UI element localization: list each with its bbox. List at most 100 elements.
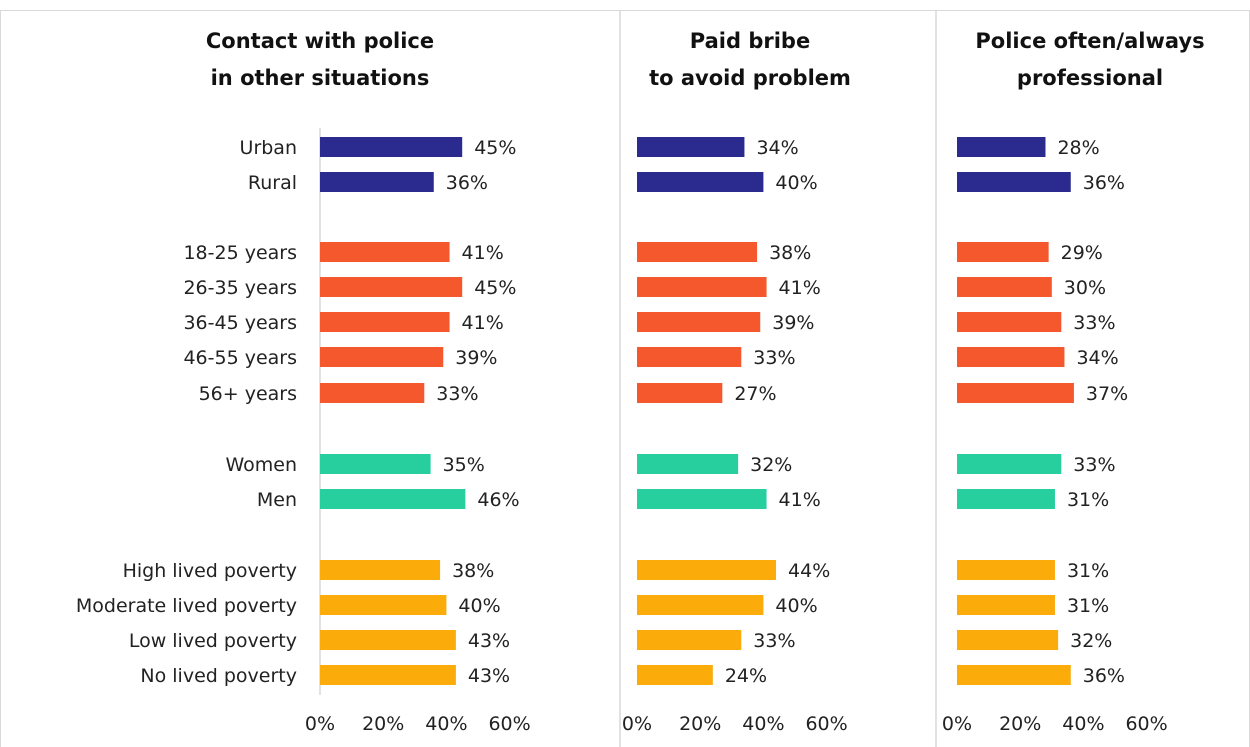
x-tick-label: 60% (488, 713, 530, 735)
bar (637, 595, 764, 615)
data-label: 28% (1057, 137, 1099, 159)
data-label: 43% (468, 630, 510, 652)
bar (957, 560, 1055, 580)
data-label: 29% (1061, 242, 1103, 264)
bar (637, 347, 742, 367)
bar (957, 137, 1046, 157)
bar (637, 665, 713, 685)
bar (957, 630, 1059, 650)
data-label: 24% (725, 665, 767, 687)
bar (320, 595, 447, 615)
data-label: 41% (462, 242, 504, 264)
data-label: 39% (455, 347, 497, 369)
category-label: 46-55 years (183, 347, 297, 369)
bar (320, 665, 456, 685)
data-label: 40% (775, 595, 817, 617)
bar (320, 630, 456, 650)
category-label: Low lived poverty (129, 630, 297, 652)
data-label: 34% (756, 137, 798, 159)
x-tick-label: 0% (622, 713, 652, 735)
panel-2: Paid bribe to avoid problem 34% 40% 38% 41% 39… (622, 29, 851, 735)
bar (637, 383, 723, 403)
bar (637, 560, 777, 580)
x-tick-label: 40% (425, 713, 467, 735)
category-label: Men (257, 489, 297, 511)
x-tick-label: 40% (1062, 713, 1104, 735)
data-label: 36% (1083, 665, 1125, 687)
panel-title: Paid bribe (690, 29, 810, 53)
category-label: High lived poverty (123, 560, 297, 582)
bar (957, 454, 1062, 474)
data-label: 31% (1067, 595, 1109, 617)
data-label: 39% (772, 312, 814, 334)
data-label: 30% (1064, 277, 1106, 299)
x-tick-label: 60% (805, 713, 847, 735)
data-label: 33% (753, 347, 795, 369)
data-label: 36% (446, 172, 488, 194)
x-tick-label: 20% (679, 713, 721, 735)
data-label: 33% (753, 630, 795, 652)
panel-title: to avoid problem (649, 66, 851, 90)
panel-title: Police often/always (975, 29, 1204, 53)
chart-root: Urban Rural 18-25 years 26-35 years 36-45 ye… (0, 10, 1250, 747)
bar (637, 137, 745, 157)
bar (637, 172, 764, 192)
panel-title: professional (1017, 66, 1163, 90)
data-label: 33% (1073, 312, 1115, 334)
data-label: 41% (462, 312, 504, 334)
bar (637, 277, 767, 297)
data-label: 41% (779, 489, 821, 511)
bar (320, 383, 425, 403)
bar (957, 595, 1055, 615)
panel-title: in other situations (211, 66, 430, 90)
bar (320, 242, 450, 262)
x-tick-label: 60% (1125, 713, 1167, 735)
data-label: 33% (436, 383, 478, 405)
bar (637, 454, 739, 474)
bar (320, 347, 444, 367)
data-label: 31% (1067, 489, 1109, 511)
panel-3: Police often/always professional 28% 36% 29%… (942, 29, 1205, 735)
bar (957, 312, 1062, 332)
data-label: 45% (474, 277, 516, 299)
data-label: 46% (477, 489, 519, 511)
bar (320, 312, 450, 332)
data-label: 41% (779, 277, 821, 299)
category-label: No lived poverty (140, 665, 297, 687)
data-label: 33% (1073, 454, 1115, 476)
category-label: Women (225, 454, 297, 476)
data-label: 32% (750, 454, 792, 476)
data-label: 31% (1067, 560, 1109, 582)
data-label: 37% (1086, 383, 1128, 405)
bar (320, 172, 434, 192)
category-label: 18-25 years (183, 242, 297, 264)
data-label: 43% (468, 665, 510, 687)
data-label: 32% (1070, 630, 1112, 652)
category-label: Urban (240, 137, 297, 159)
bar (957, 383, 1074, 403)
bar (320, 454, 431, 474)
data-label: 38% (769, 242, 811, 264)
category-label: Moderate lived poverty (76, 595, 297, 617)
bar (637, 489, 767, 509)
bar (957, 489, 1055, 509)
bar (957, 172, 1071, 192)
bar (957, 347, 1065, 367)
x-tick-label: 40% (742, 713, 784, 735)
data-label: 36% (1083, 172, 1125, 194)
x-tick-label: 0% (305, 713, 335, 735)
bar (320, 560, 441, 580)
data-label: 27% (734, 383, 776, 405)
bar (957, 242, 1049, 262)
data-label: 34% (1076, 347, 1118, 369)
bar (957, 277, 1052, 297)
x-tick-label: 20% (362, 713, 404, 735)
data-label: 35% (443, 454, 485, 476)
data-label: 44% (788, 560, 830, 582)
bar (637, 312, 761, 332)
category-label: Rural (248, 172, 297, 194)
category-label: 26-35 years (183, 277, 297, 299)
bar (637, 630, 742, 650)
bar (957, 665, 1071, 685)
